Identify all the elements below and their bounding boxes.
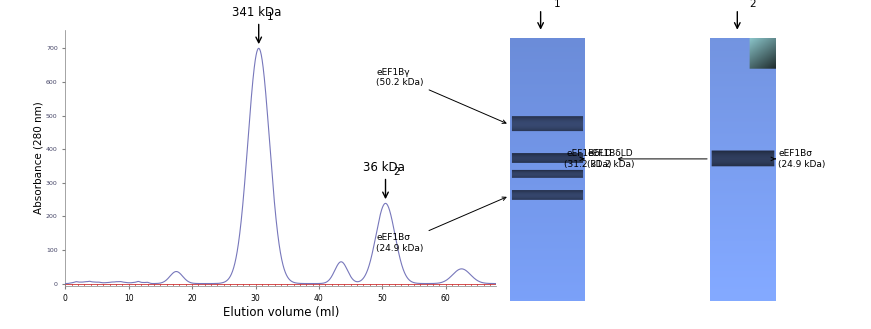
Text: 341 kDa: 341 kDa — [232, 6, 281, 19]
Text: eEF1Bσ
(24.9 kDa): eEF1Bσ (24.9 kDa) — [376, 197, 506, 253]
Text: 2: 2 — [749, 0, 756, 9]
Text: 1: 1 — [267, 12, 273, 22]
Text: eEF1BδLD
(31.2 kDa): eEF1BδLD (31.2 kDa) — [564, 149, 707, 168]
Text: 1: 1 — [554, 0, 561, 9]
Text: 36 kDa: 36 kDa — [362, 161, 404, 174]
Text: eEF1Bσ
(24.9 kDa): eEF1Bσ (24.9 kDa) — [771, 149, 826, 168]
Text: eEF1BδLD
(31.2 kDa): eEF1BδLD (31.2 kDa) — [580, 149, 635, 168]
Text: eEF1Bγ
(50.2 kDa): eEF1Bγ (50.2 kDa) — [376, 68, 506, 123]
X-axis label: Elution volume (ml): Elution volume (ml) — [223, 306, 339, 319]
Text: 2: 2 — [393, 166, 400, 177]
Y-axis label: Absorbance (280 nm): Absorbance (280 nm) — [33, 102, 44, 214]
